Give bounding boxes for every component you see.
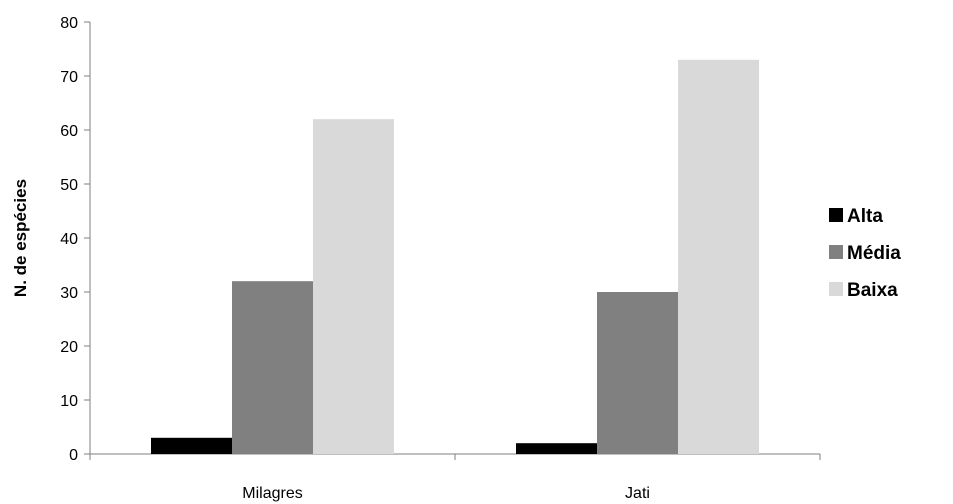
y-tick-label: 70 (60, 69, 78, 86)
legend-label: Baixa (847, 280, 898, 301)
x-tick-label: Jati (625, 485, 650, 502)
y-tick-label: 10 (60, 393, 78, 410)
bar-baixa-milagres (313, 119, 394, 454)
bar-media-milagres (232, 281, 313, 454)
bar-media-jati (597, 292, 678, 454)
y-tick-label: 60 (60, 123, 78, 140)
bar-baixa-jati (678, 59, 759, 455)
bar-alta-milagres (151, 437, 232, 454)
y-tick-label: 50 (60, 177, 78, 194)
bars (151, 59, 759, 455)
y-axis-label: N. de espécies (11, 179, 30, 297)
legend-label: Média (847, 243, 901, 264)
legend-swatch (829, 282, 843, 296)
y-tick-label: 80 (60, 15, 78, 32)
y-tick-label: 0 (69, 447, 78, 464)
y-axis: 0 10 20 30 40 50 60 70 80 (60, 15, 91, 464)
legend-swatch (829, 245, 843, 259)
legend: Alta Média Baixa (829, 206, 901, 301)
y-tick-label: 30 (60, 285, 78, 302)
legend-label: Alta (847, 206, 883, 227)
legend-swatch (829, 208, 843, 222)
bar-alta-jati (516, 443, 597, 454)
y-tick-label: 20 (60, 339, 78, 356)
x-axis: Milagres Jati (89, 453, 821, 502)
y-tick-label: 40 (60, 231, 78, 248)
x-tick-label: Milagres (242, 485, 302, 502)
